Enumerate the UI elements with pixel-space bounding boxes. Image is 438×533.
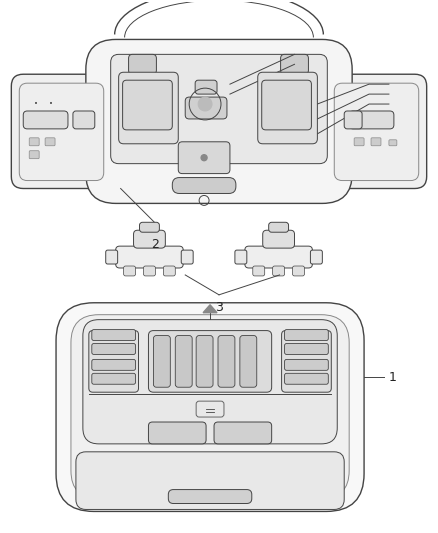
FancyBboxPatch shape bbox=[253, 266, 265, 276]
FancyBboxPatch shape bbox=[153, 336, 170, 387]
FancyBboxPatch shape bbox=[263, 230, 294, 248]
FancyBboxPatch shape bbox=[134, 230, 165, 248]
FancyBboxPatch shape bbox=[129, 54, 156, 74]
FancyBboxPatch shape bbox=[245, 246, 312, 268]
FancyBboxPatch shape bbox=[214, 422, 272, 444]
FancyBboxPatch shape bbox=[268, 222, 289, 232]
FancyBboxPatch shape bbox=[76, 452, 344, 510]
FancyBboxPatch shape bbox=[175, 336, 192, 387]
Polygon shape bbox=[203, 305, 217, 313]
FancyBboxPatch shape bbox=[371, 138, 381, 146]
FancyBboxPatch shape bbox=[196, 401, 224, 417]
FancyBboxPatch shape bbox=[86, 39, 352, 204]
FancyBboxPatch shape bbox=[71, 314, 349, 498]
FancyBboxPatch shape bbox=[106, 250, 118, 264]
FancyBboxPatch shape bbox=[92, 343, 135, 354]
FancyBboxPatch shape bbox=[334, 83, 419, 181]
FancyBboxPatch shape bbox=[281, 54, 308, 74]
FancyBboxPatch shape bbox=[285, 329, 328, 341]
FancyBboxPatch shape bbox=[144, 266, 155, 276]
FancyBboxPatch shape bbox=[285, 359, 328, 370]
FancyBboxPatch shape bbox=[354, 138, 364, 146]
FancyBboxPatch shape bbox=[293, 266, 304, 276]
FancyBboxPatch shape bbox=[163, 266, 175, 276]
FancyBboxPatch shape bbox=[19, 83, 104, 181]
FancyBboxPatch shape bbox=[119, 72, 178, 144]
FancyBboxPatch shape bbox=[123, 80, 172, 130]
FancyBboxPatch shape bbox=[56, 303, 364, 512]
FancyBboxPatch shape bbox=[92, 373, 135, 384]
Text: 3: 3 bbox=[215, 301, 223, 314]
FancyBboxPatch shape bbox=[83, 320, 337, 444]
FancyBboxPatch shape bbox=[172, 177, 236, 193]
FancyBboxPatch shape bbox=[196, 336, 213, 387]
FancyBboxPatch shape bbox=[349, 111, 394, 129]
FancyBboxPatch shape bbox=[140, 222, 159, 232]
Text: •: • bbox=[34, 101, 38, 107]
FancyBboxPatch shape bbox=[11, 74, 111, 189]
Text: 2: 2 bbox=[152, 238, 159, 251]
FancyBboxPatch shape bbox=[258, 72, 318, 144]
FancyBboxPatch shape bbox=[89, 330, 138, 392]
FancyBboxPatch shape bbox=[45, 138, 55, 146]
FancyBboxPatch shape bbox=[240, 336, 257, 387]
FancyBboxPatch shape bbox=[282, 330, 331, 392]
FancyBboxPatch shape bbox=[92, 359, 135, 370]
FancyBboxPatch shape bbox=[389, 140, 397, 146]
FancyBboxPatch shape bbox=[23, 111, 68, 129]
FancyBboxPatch shape bbox=[344, 111, 362, 129]
FancyBboxPatch shape bbox=[29, 138, 39, 146]
FancyBboxPatch shape bbox=[185, 97, 227, 119]
FancyBboxPatch shape bbox=[195, 80, 217, 94]
FancyBboxPatch shape bbox=[116, 246, 183, 268]
FancyBboxPatch shape bbox=[29, 151, 39, 159]
FancyBboxPatch shape bbox=[285, 343, 328, 354]
FancyBboxPatch shape bbox=[218, 336, 235, 387]
FancyBboxPatch shape bbox=[181, 250, 193, 264]
FancyBboxPatch shape bbox=[327, 74, 427, 189]
FancyBboxPatch shape bbox=[148, 422, 206, 444]
FancyBboxPatch shape bbox=[262, 80, 311, 130]
FancyBboxPatch shape bbox=[124, 266, 135, 276]
Circle shape bbox=[201, 155, 207, 160]
FancyBboxPatch shape bbox=[311, 250, 322, 264]
Circle shape bbox=[198, 97, 212, 111]
FancyBboxPatch shape bbox=[273, 266, 285, 276]
FancyBboxPatch shape bbox=[285, 373, 328, 384]
FancyBboxPatch shape bbox=[168, 490, 252, 504]
Text: 1: 1 bbox=[389, 371, 397, 384]
FancyBboxPatch shape bbox=[92, 329, 135, 341]
FancyBboxPatch shape bbox=[235, 250, 247, 264]
FancyBboxPatch shape bbox=[73, 111, 95, 129]
FancyBboxPatch shape bbox=[111, 54, 327, 164]
FancyBboxPatch shape bbox=[178, 142, 230, 174]
Text: •: • bbox=[49, 101, 53, 107]
FancyBboxPatch shape bbox=[148, 330, 272, 392]
